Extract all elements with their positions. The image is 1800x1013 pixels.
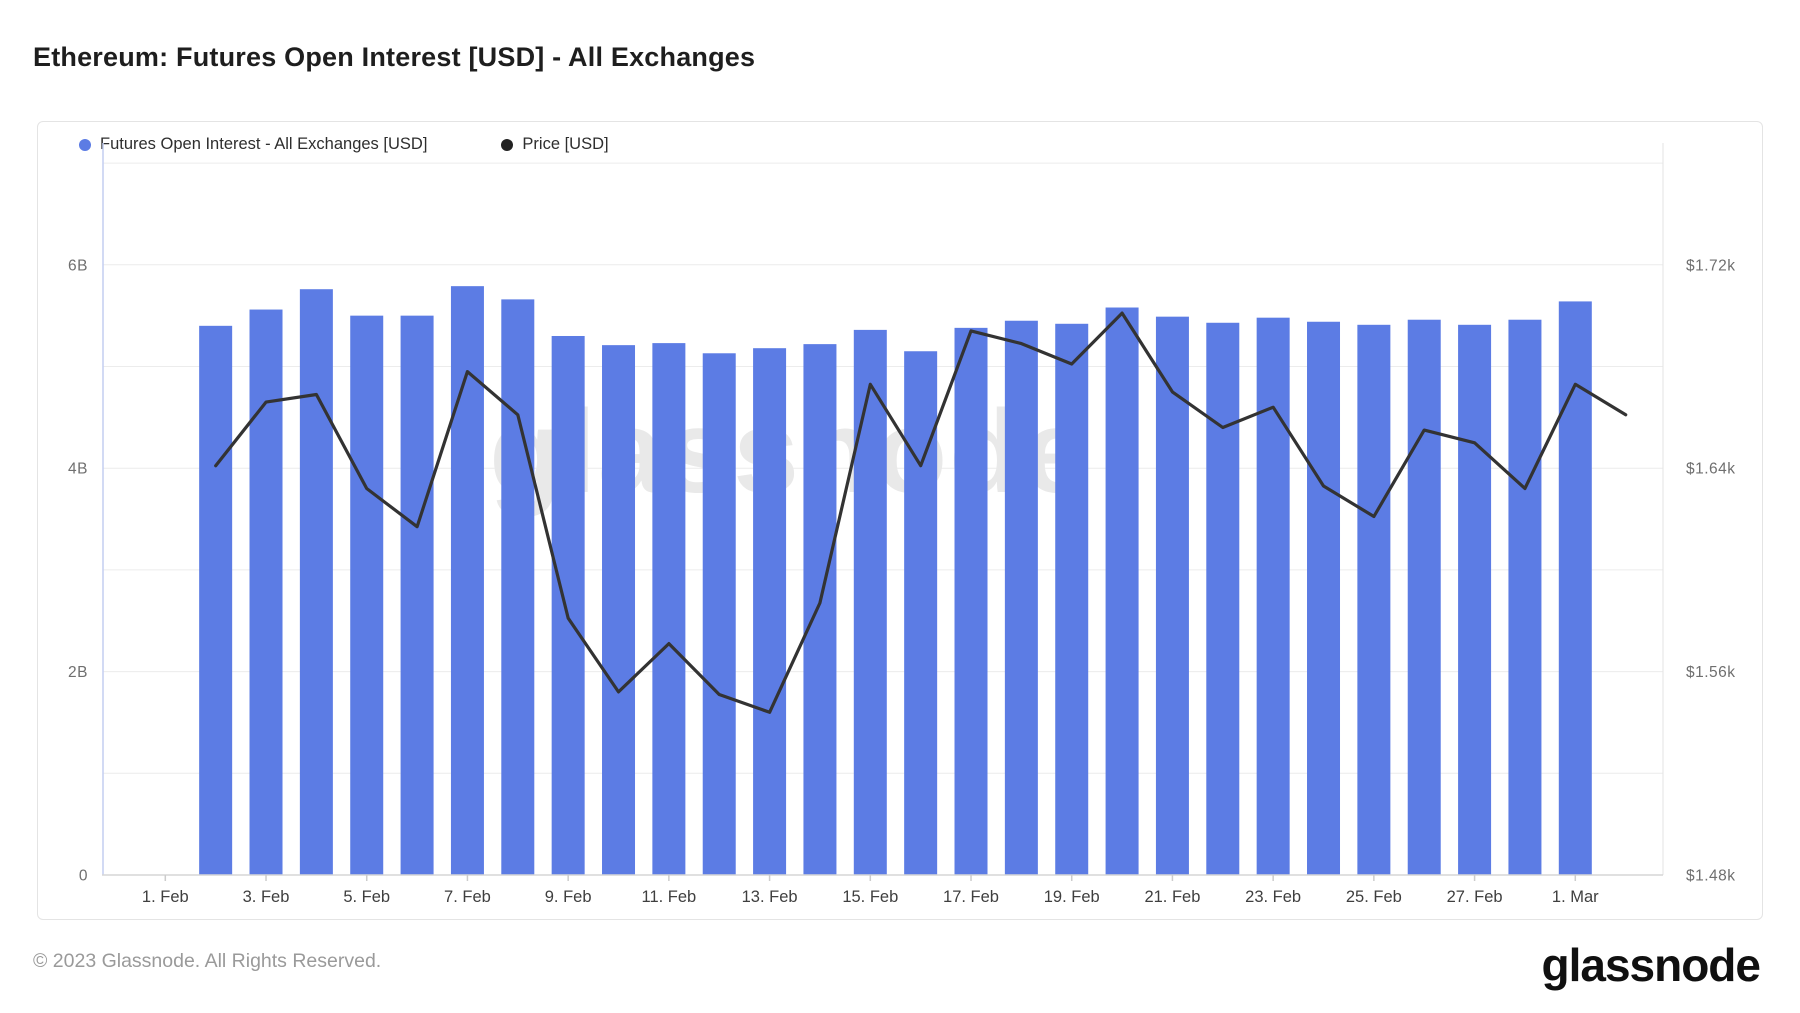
oi-bar <box>904 351 938 875</box>
y-left-tick-label: 4B <box>68 461 88 478</box>
x-tick-label: 3. Feb <box>243 888 290 906</box>
oi-bar <box>1558 301 1592 875</box>
x-tick-label: 27. Feb <box>1447 888 1503 906</box>
oi-bar <box>853 329 887 875</box>
oi-bar <box>551 335 585 875</box>
oi-bar <box>501 299 535 875</box>
legend-label: Futures Open Interest - All Exchanges [U… <box>100 135 428 153</box>
y-left-tick-label: 2B <box>68 664 88 681</box>
oi-bar <box>249 309 283 876</box>
oi-bar <box>1307 321 1341 875</box>
oi-bar <box>450 286 484 876</box>
oi-bar <box>652 343 686 875</box>
y-right-tick-label: $1.72k <box>1686 257 1736 274</box>
legend-item-open-interest[interactable]: Futures Open Interest - All Exchanges [U… <box>79 135 427 154</box>
x-tick-label: 25. Feb <box>1346 888 1402 906</box>
x-tick-label: 19. Feb <box>1044 888 1100 906</box>
legend-dot-icon <box>501 138 514 151</box>
page-title: Ethereum: Futures Open Interest [USD] - … <box>33 42 756 72</box>
oi-bar <box>1155 316 1189 875</box>
x-tick-label: 7. Feb <box>444 888 491 906</box>
legend-item-price[interactable]: Price [USD] <box>501 135 609 154</box>
oi-bar <box>1357 324 1391 876</box>
x-tick-label: 17. Feb <box>943 888 999 906</box>
chart-legend: Futures Open Interest - All Exchanges [U… <box>79 135 609 154</box>
oi-bar <box>350 315 384 875</box>
glassnode-logo: glassnode <box>1541 939 1761 991</box>
oi-bar <box>400 315 434 875</box>
oi-bar <box>1004 320 1038 875</box>
oi-bar <box>1206 322 1240 875</box>
y-left-tick-label: 0 <box>79 868 88 885</box>
x-tick-label: 23. Feb <box>1245 888 1301 906</box>
oi-bar <box>1105 307 1139 875</box>
y-right-tick-label: $1.64k <box>1686 461 1736 478</box>
y-right-tick-label: $1.56k <box>1686 664 1736 681</box>
oi-bar <box>1458 324 1492 876</box>
y-left-tick-label: 6B <box>68 257 88 274</box>
legend-label: Price [USD] <box>522 135 609 153</box>
y-right-tick-label: $1.48k <box>1686 868 1736 885</box>
oi-bar <box>1508 319 1542 875</box>
x-tick-label: 1. Mar <box>1552 888 1599 906</box>
oi-bar <box>753 348 787 876</box>
oi-bar <box>1055 323 1089 875</box>
x-tick-label: 9. Feb <box>545 888 592 906</box>
oi-bar <box>803 344 837 876</box>
x-tick-label: 15. Feb <box>842 888 898 906</box>
oi-bar <box>602 345 636 875</box>
price-line <box>214 311 1628 714</box>
oi-bar <box>299 289 333 875</box>
x-tick-label: 1. Feb <box>142 888 189 906</box>
oi-bar <box>1407 319 1441 875</box>
x-tick-label: 5. Feb <box>343 888 390 906</box>
x-tick-label: 13. Feb <box>742 888 798 906</box>
oi-bar <box>702 353 736 875</box>
oi-bar <box>199 325 233 875</box>
x-tick-label: 11. Feb <box>642 888 697 906</box>
legend-dot-icon <box>79 138 91 151</box>
x-tick-label: 21. Feb <box>1144 888 1200 906</box>
oi-bar <box>954 327 988 875</box>
oi-bar <box>1256 317 1290 876</box>
watermark: glassnode <box>489 386 1091 518</box>
footer-copyright: © 2023 Glassnode. All Rights Reserved. <box>33 950 382 972</box>
